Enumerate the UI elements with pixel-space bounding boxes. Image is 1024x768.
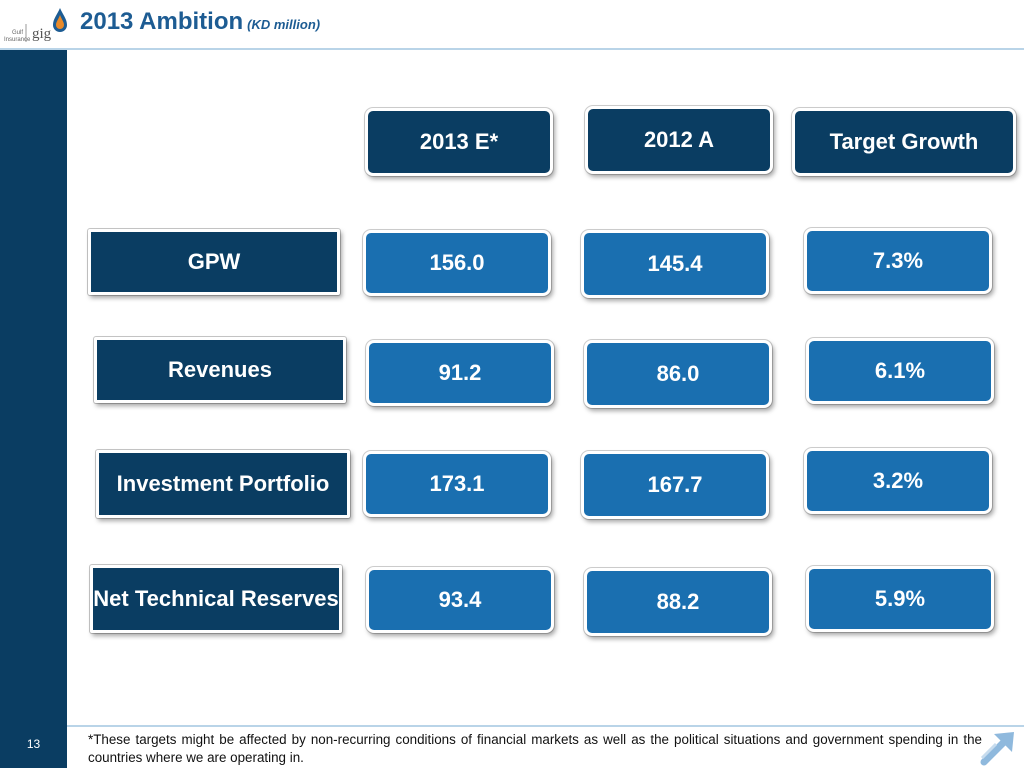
value-net-technical-reserves-2012a: 88.2 bbox=[584, 568, 772, 636]
column-header-2012a: 2012 A bbox=[585, 106, 773, 174]
row-label-net-technical-reserves: Net Technical Reserves bbox=[90, 565, 342, 633]
value-revenues-growth: 6.1% bbox=[806, 338, 994, 404]
arrow-up-right-icon bbox=[980, 732, 1014, 766]
footer-divider bbox=[67, 725, 1024, 727]
drop-logo-icon bbox=[25, 8, 67, 42]
header-divider bbox=[0, 48, 1024, 50]
value-gpw-2013e: 156.0 bbox=[363, 230, 551, 296]
row-label-investment-portfolio: Investment Portfolio bbox=[96, 450, 350, 518]
column-header-target-growth: Target Growth bbox=[792, 108, 1016, 176]
title-unit: (KD million) bbox=[247, 17, 321, 32]
left-sidebar-bar bbox=[0, 48, 67, 725]
value-gpw-growth: 7.3% bbox=[804, 228, 992, 294]
value-investment-portfolio-2012a: 167.7 bbox=[581, 451, 769, 519]
page-title: 2013 Ambition (KD million) bbox=[80, 8, 320, 36]
logo-tagline-2: Insurance bbox=[4, 37, 31, 43]
logo-tagline-1: Gulf bbox=[12, 30, 24, 36]
page-number: 13 bbox=[26, 737, 41, 751]
value-revenues-2013e: 91.2 bbox=[366, 340, 554, 406]
value-revenues-2012a: 86.0 bbox=[584, 340, 772, 408]
value-net-technical-reserves-growth: 5.9% bbox=[806, 566, 994, 632]
logo-brand: gig bbox=[32, 26, 52, 42]
value-investment-portfolio-2013e: 173.1 bbox=[363, 451, 551, 517]
page-number-panel bbox=[0, 725, 67, 768]
footnote: *These targets might be affected by non-… bbox=[88, 732, 982, 765]
value-investment-portfolio-growth: 3.2% bbox=[804, 448, 992, 514]
title-text: 2013 Ambition bbox=[80, 8, 244, 35]
company-logo: Gulf Insurance gig bbox=[4, 6, 74, 44]
row-label-revenues: Revenues bbox=[94, 337, 346, 403]
value-gpw-2012a: 145.4 bbox=[581, 230, 769, 298]
column-header-2013e: 2013 E* bbox=[365, 108, 553, 176]
value-net-technical-reserves-2013e: 93.4 bbox=[366, 567, 554, 633]
row-label-gpw: GPW bbox=[88, 229, 340, 295]
